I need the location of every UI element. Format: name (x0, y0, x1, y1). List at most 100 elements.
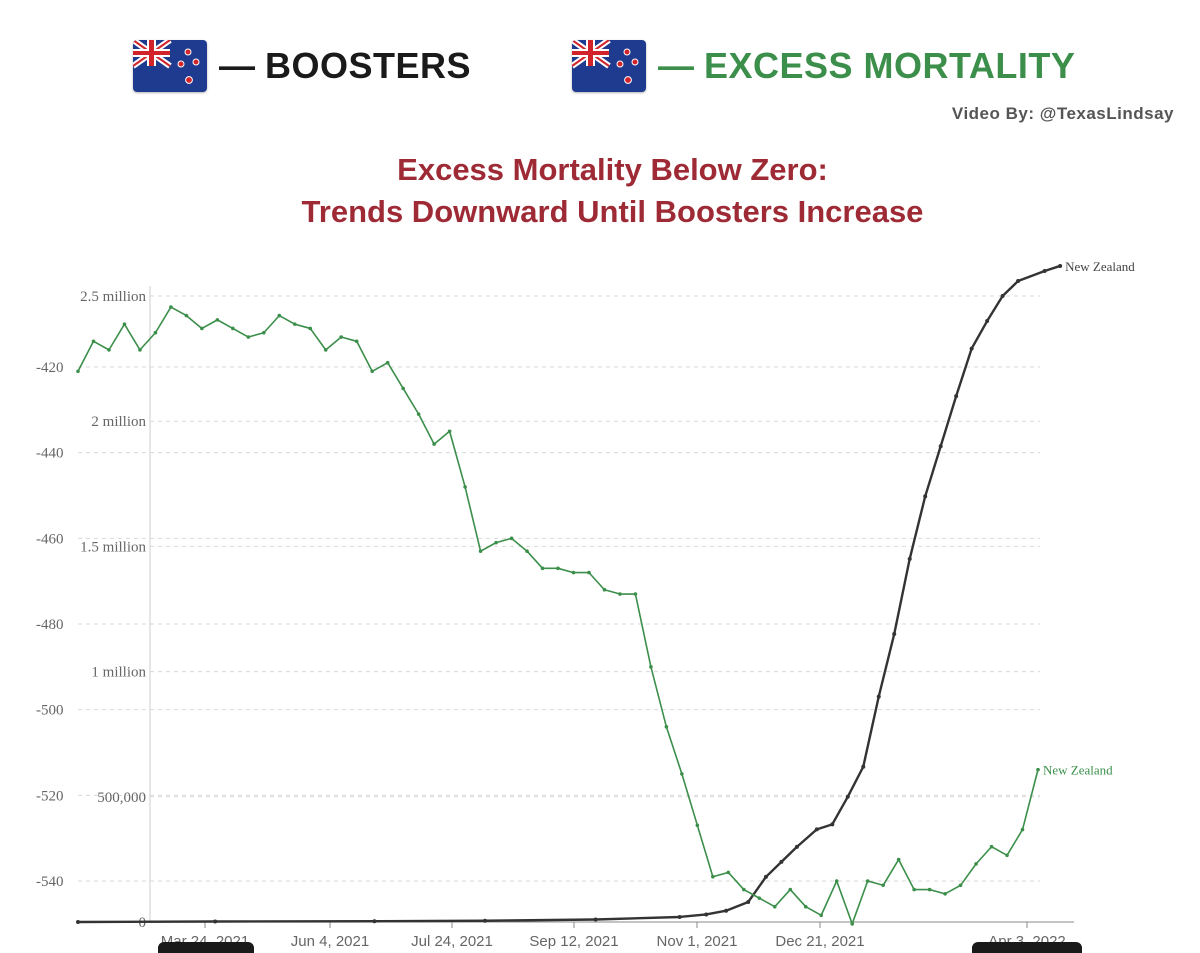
data-point-boosters (593, 917, 598, 922)
data-point-excess (571, 570, 576, 575)
data-point-excess (107, 348, 111, 352)
new-zealand-flag-icon (133, 40, 207, 92)
data-point-boosters (938, 444, 943, 449)
data-point-boosters (969, 346, 974, 351)
right-axis-tick-label: -480 (36, 617, 64, 633)
data-point-excess (865, 879, 870, 883)
legend-excess: — EXCESS MORTALITY (572, 36, 1075, 96)
data-point-excess (354, 339, 359, 344)
x-axis-tick-label: Sep 12, 2021 (529, 933, 618, 950)
legend-boosters-label: BOOSTERS (265, 45, 472, 86)
data-point-boosters (845, 794, 850, 799)
data-point-excess (292, 322, 297, 326)
data-point-boosters (814, 827, 819, 832)
legend-boosters: — BOOSTERS (133, 36, 471, 96)
video-overlay-bar (972, 942, 1082, 953)
data-point-excess (664, 725, 669, 729)
data-point-excess (262, 330, 266, 335)
data-point-excess (850, 922, 854, 926)
video-overlay-bar (158, 942, 254, 953)
data-point-excess (1005, 853, 1009, 858)
data-point-excess (834, 879, 839, 883)
data-point-boosters (1042, 268, 1047, 273)
data-point-excess (246, 335, 251, 339)
data-point-excess (401, 386, 405, 391)
data-point-excess (711, 874, 715, 879)
chart-title: Excess Mortality Below Zero: (397, 152, 828, 187)
data-point-excess (958, 883, 963, 888)
legend-boosters-dash: — (219, 45, 255, 86)
data-point-excess (618, 592, 622, 596)
data-point-boosters (677, 914, 682, 919)
data-point-excess (494, 540, 498, 545)
data-point-excess (772, 904, 777, 909)
left-axis-tick-label: 1 million (91, 665, 146, 681)
x-axis-tick-label: Nov 1, 2021 (657, 933, 738, 950)
x-axis-tick-label: Jun 4, 2021 (291, 933, 369, 950)
legend-excess-dash: — (658, 45, 694, 86)
data-point-excess (540, 566, 545, 571)
chart-subtitle: Trends Downward Until Boosters Increase (301, 194, 924, 229)
data-point-boosters (704, 912, 709, 917)
data-point-excess (881, 883, 885, 888)
data-point-excess (385, 360, 390, 365)
data-point-excess (184, 313, 189, 318)
right-axis-tick-label: -440 (36, 446, 64, 462)
data-point-excess (803, 904, 808, 909)
x-axis-tick-label: Dec 21, 2021 (775, 933, 864, 950)
data-point-boosters (1016, 278, 1021, 283)
data-point-excess (819, 913, 824, 918)
video-credit: Video By: @TexasLindsay (951, 104, 1174, 123)
data-point-excess (432, 442, 436, 446)
data-point-boosters (746, 899, 751, 904)
data-point-boosters (724, 908, 729, 913)
chart-plot: 0 500,000 1 million 1.5 million 2 million 2.5… (36, 259, 1135, 950)
data-point-excess (339, 335, 344, 339)
data-point-excess (742, 887, 746, 892)
data-point-excess (633, 592, 638, 596)
data-point-excess (556, 566, 560, 571)
left-axis-tick-label: 500,000 (97, 790, 146, 806)
data-point-excess (76, 369, 80, 374)
data-point-boosters (861, 764, 866, 769)
data-point-excess (927, 887, 932, 892)
data-point-excess (525, 549, 529, 553)
data-point-boosters (1000, 294, 1005, 298)
data-point-boosters (954, 394, 959, 399)
data-point-excess (370, 369, 374, 374)
data-point-boosters (907, 556, 912, 561)
data-point-excess (943, 892, 947, 896)
data-point-boosters (985, 319, 990, 324)
data-point-boosters (923, 494, 928, 499)
data-point-boosters (876, 694, 881, 699)
data-point-excess (200, 326, 204, 331)
data-point-excess (122, 322, 127, 326)
data-point-excess (602, 587, 607, 592)
data-point-excess (509, 536, 514, 541)
data-point-excess (989, 844, 994, 849)
data-point-boosters (892, 632, 897, 637)
left-axis-tick-label: 0 (139, 915, 147, 931)
data-point-excess (649, 665, 653, 669)
data-point-excess (478, 549, 483, 553)
data-point-excess (1020, 827, 1025, 832)
data-point-excess (308, 326, 313, 331)
data-point-excess (231, 326, 235, 331)
data-point-excess (169, 305, 173, 309)
series-end-label-excess: New Zealand (1043, 763, 1113, 778)
right-axis-tick-label: -420 (36, 360, 64, 376)
data-point-excess (757, 896, 762, 900)
data-point-boosters (76, 920, 80, 924)
data-point-boosters (1058, 263, 1063, 268)
data-point-excess (463, 485, 467, 489)
data-point-boosters (830, 822, 835, 827)
right-axis-tick-label: -540 (36, 874, 64, 890)
right-axis-tick-label: -520 (36, 788, 64, 804)
data-point-excess (323, 348, 328, 352)
data-point-excess (1036, 767, 1040, 772)
data-point-boosters (483, 918, 488, 923)
data-point-excess (912, 887, 916, 892)
left-axis-tick-label: 2.5 million (80, 289, 146, 305)
right-axis-tick-label: -500 (36, 703, 64, 719)
data-point-boosters (794, 844, 799, 849)
